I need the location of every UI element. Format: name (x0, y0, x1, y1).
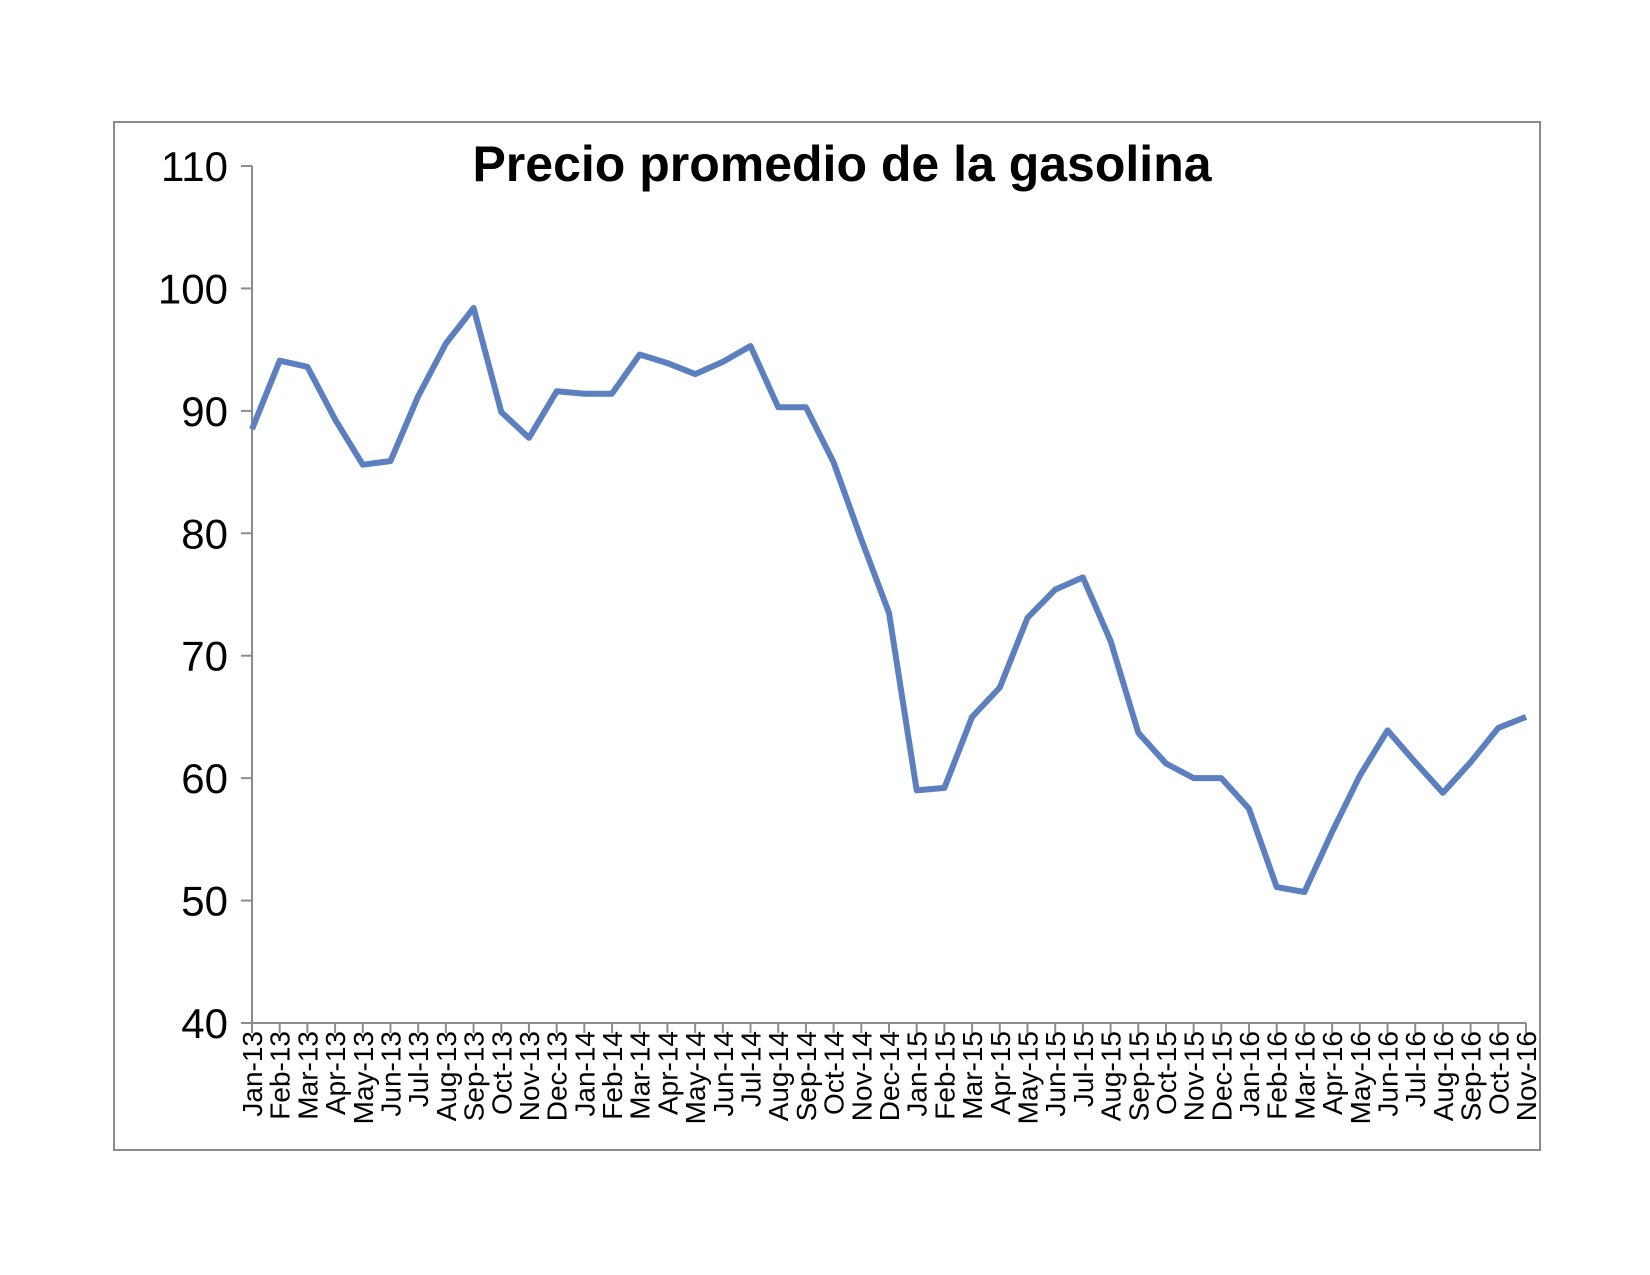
x-tick-label: Aug-15 (1096, 1031, 1127, 1121)
x-tick-label: Nov-15 (1179, 1031, 1210, 1121)
x-tick-label: Mar-15 (957, 1031, 988, 1120)
x-tick-label: Feb-16 (1262, 1031, 1293, 1120)
x-tick-label: Apr-16 (1317, 1031, 1348, 1115)
y-axis-tick-labels: 40 50 60 70 80 90 100 110 (158, 143, 228, 1047)
y-tick-label: 60 (181, 755, 228, 802)
x-tick-label: Jun-14 (708, 1031, 739, 1117)
x-tick-label: May-16 (1345, 1031, 1376, 1124)
x-tick-label: Jan-16 (1234, 1031, 1265, 1117)
y-tick-label: 50 (181, 878, 228, 925)
x-tick-label: Sep-16 (1456, 1031, 1487, 1121)
x-tick-label: Dec-15 (1206, 1031, 1237, 1121)
x-tick-label: Oct-15 (1151, 1031, 1182, 1115)
x-tick-label: May-13 (348, 1031, 379, 1124)
x-tick-label: Nov-14 (846, 1031, 877, 1121)
x-tick-label: Oct-16 (1483, 1031, 1514, 1115)
x-tick-label: Aug-14 (763, 1031, 794, 1121)
x-tick-label: Dec-14 (874, 1031, 905, 1121)
x-tick-label: Jan-15 (902, 1031, 933, 1117)
axes (241, 165, 1527, 1033)
x-tick-label: Feb-14 (597, 1031, 628, 1120)
y-tick-label: 100 (158, 265, 228, 312)
x-tick-label: Aug-13 (431, 1031, 462, 1121)
x-tick-label: Mar-16 (1289, 1031, 1320, 1120)
y-tick-label: 40 (181, 1000, 228, 1047)
x-tick-label: Oct-14 (819, 1031, 850, 1115)
x-tick-label: Feb-13 (265, 1031, 296, 1120)
x-tick-label: Nov-13 (514, 1031, 545, 1121)
line-chart: Precio promedio de la gasolina 40 50 60 70 8… (158, 136, 1542, 1124)
x-tick-label: Dec-13 (542, 1031, 573, 1121)
x-tick-label: Jan-13 (237, 1031, 268, 1117)
x-tick-label: Sep-13 (459, 1031, 490, 1121)
x-tick-label: May-15 (1012, 1031, 1043, 1124)
series-line (249, 305, 1528, 895)
x-tick-label: Jun-16 (1373, 1031, 1404, 1117)
x-tick-label: Feb-15 (929, 1031, 960, 1120)
x-tick-label: Apr-13 (320, 1031, 351, 1115)
x-tick-label: Jul-16 (1400, 1031, 1431, 1107)
x-tick-label: Mar-13 (292, 1031, 323, 1120)
x-tick-label: Apr-15 (985, 1031, 1016, 1115)
x-tick-label: Oct-13 (486, 1031, 517, 1115)
x-tick-label: Jun-13 (375, 1031, 406, 1117)
x-tick-label: May-14 (680, 1031, 711, 1124)
chart-frame: Precio promedio de la gasolina 40 50 60 70 8… (113, 121, 1542, 1151)
y-tick-label: 80 (181, 510, 228, 557)
x-tick-label: Aug-16 (1428, 1031, 1459, 1121)
x-tick-label: Sep-15 (1123, 1031, 1154, 1121)
x-tick-label: Sep-14 (791, 1031, 822, 1121)
x-tick-label: Jul-13 (403, 1031, 434, 1107)
x-tick-label: Jan-14 (569, 1031, 600, 1117)
x-axis-tick-labels: Jan-13Feb-13Mar-13Apr-13May-13Jun-13Jul-… (237, 1031, 1542, 1124)
x-tick-label: Nov-16 (1511, 1031, 1542, 1121)
x-tick-label: Mar-14 (625, 1031, 656, 1120)
series-group (249, 305, 1528, 895)
chart-title: Precio promedio de la gasolina (472, 136, 1212, 192)
y-tick-label: 90 (181, 388, 228, 435)
x-tick-label: Apr-14 (652, 1031, 683, 1115)
y-tick-label: 70 (181, 633, 228, 680)
x-tick-label: Jul-14 (736, 1031, 767, 1107)
x-tick-label: Jul-15 (1068, 1031, 1099, 1107)
x-tick-label: Jun-15 (1040, 1031, 1071, 1117)
y-tick-label: 110 (161, 143, 228, 190)
